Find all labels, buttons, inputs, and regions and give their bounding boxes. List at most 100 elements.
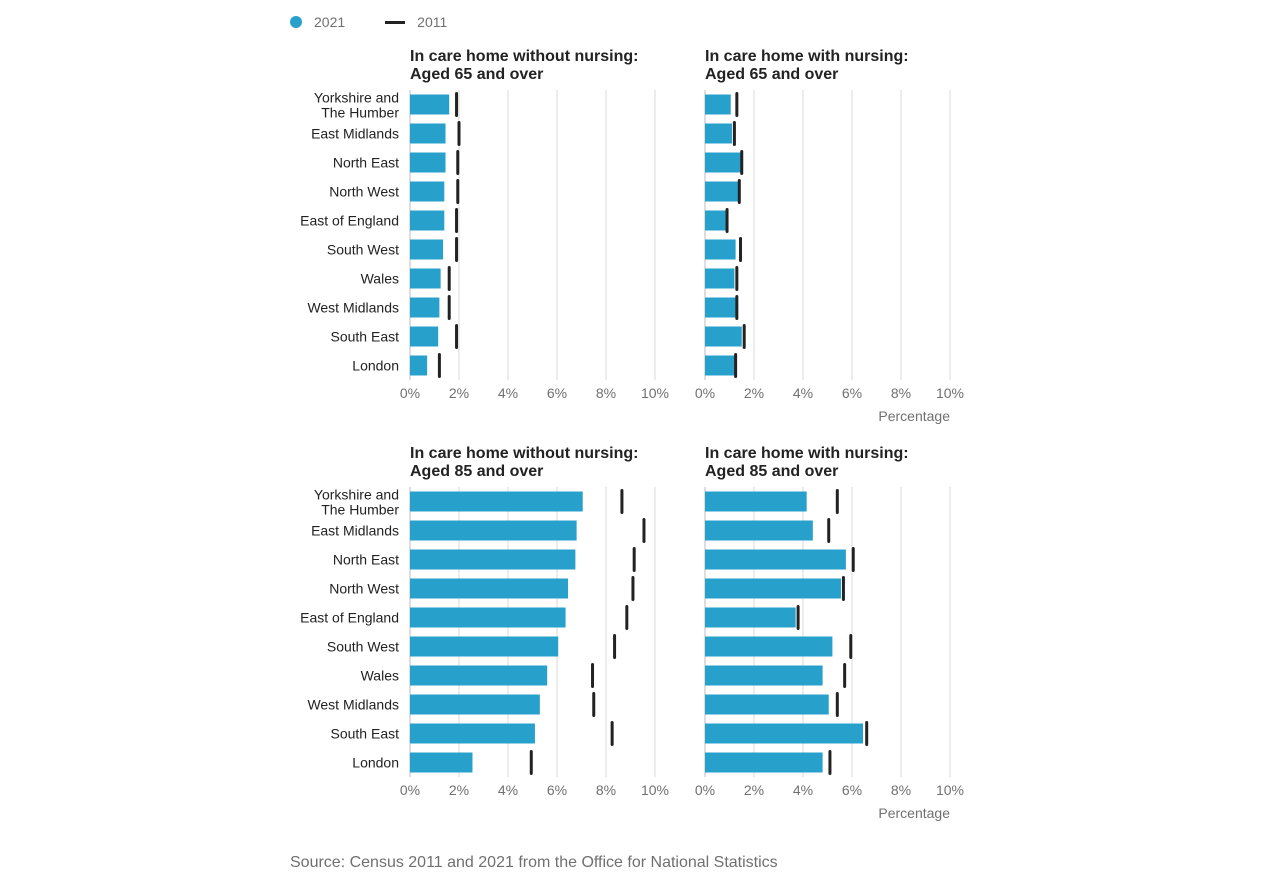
category-label: West Midlands	[307, 697, 399, 713]
x-tick-label: 10%	[641, 385, 669, 401]
bar-2021	[410, 152, 446, 173]
bar-2021	[705, 326, 742, 347]
x-tick-label: 2%	[449, 782, 469, 798]
bar-2021	[705, 694, 829, 715]
chart-panel-1: In care home without nursing:Aged 65 and…	[300, 48, 669, 401]
bar-2021	[705, 210, 728, 231]
panel-title-line-2: Aged 85 and over	[705, 463, 838, 480]
bar-2021	[705, 355, 736, 376]
bar-2021	[410, 578, 569, 599]
panel-title-line-1: In care home without nursing:	[410, 445, 638, 462]
chart-panel-3: In care home without nursing:Aged 85 and…	[300, 445, 669, 798]
bar-2021	[705, 152, 741, 173]
x-tick-label: 0%	[695, 385, 715, 401]
bar-2021	[705, 665, 823, 686]
category-label: Wales	[361, 271, 399, 287]
bar-2021	[410, 181, 445, 202]
category-label: West Midlands	[307, 300, 399, 316]
bar-2021	[410, 607, 566, 628]
category-label: North West	[329, 581, 399, 597]
bar-2021	[705, 578, 841, 599]
chart-panel-2: In care home with nursing:Aged 65 and ov…	[695, 48, 964, 424]
x-tick-label: 2%	[449, 385, 469, 401]
x-tick-label: 2%	[744, 385, 764, 401]
x-tick-label: 8%	[596, 385, 616, 401]
bar-2021	[705, 297, 737, 318]
x-tick-label: 6%	[547, 782, 567, 798]
bar-2021	[410, 239, 444, 260]
bar-2021	[705, 607, 796, 628]
category-label: North West	[329, 184, 399, 200]
category-label: Yorkshire and The Humber	[314, 487, 399, 518]
bar-2021	[410, 94, 450, 115]
x-tick-label: 8%	[891, 782, 911, 798]
category-label: Wales	[361, 668, 399, 684]
chart-panel-4: In care home with nursing:Aged 85 and ov…	[695, 445, 964, 821]
bar-2021	[410, 326, 439, 347]
x-tick-label: 8%	[891, 385, 911, 401]
panel-title-line-2: Aged 65 and over	[705, 66, 838, 83]
x-tick-label: 4%	[498, 782, 518, 798]
panel-title-line-1: In care home with nursing:	[705, 445, 909, 462]
x-tick-label: 0%	[695, 782, 715, 798]
panel-title-line-1: In care home with nursing:	[705, 48, 909, 65]
bar-2021	[410, 636, 559, 657]
x-tick-label: 6%	[842, 782, 862, 798]
category-label: East of England	[300, 610, 399, 626]
x-tick-label: 4%	[793, 782, 813, 798]
bar-2021	[705, 723, 864, 744]
x-tick-label: 6%	[547, 385, 567, 401]
category-label: East Midlands	[311, 126, 399, 142]
x-axis-label: Percentage	[878, 408, 950, 424]
category-label: East of England	[300, 213, 399, 229]
x-tick-label: 10%	[936, 385, 964, 401]
category-label: South West	[327, 242, 399, 258]
bar-2021	[410, 549, 576, 570]
bar-2021	[410, 123, 446, 144]
x-tick-label: 8%	[596, 782, 616, 798]
x-tick-label: 10%	[936, 782, 964, 798]
bar-2021	[410, 297, 440, 318]
bar-2021	[410, 665, 548, 686]
bar-2021	[705, 239, 736, 260]
panel-title-line-1: In care home without nursing:	[410, 48, 638, 65]
legend-item-2011: 2011	[385, 14, 447, 30]
bar-2021	[410, 355, 428, 376]
bar-2021	[410, 210, 445, 231]
x-axis-label: Percentage	[878, 805, 950, 821]
bar-2021	[410, 723, 535, 744]
source-note: Source: Census 2011 and 2021 from the Of…	[290, 854, 778, 871]
bar-2021	[705, 520, 813, 541]
legend-line-icon	[385, 20, 406, 24]
bar-2021	[410, 752, 473, 773]
category-label: South East	[331, 726, 400, 742]
bar-2021	[410, 694, 540, 715]
bar-2021	[705, 491, 807, 512]
bar-2021	[705, 181, 739, 202]
panel-title-line-2: Aged 85 and over	[410, 463, 543, 480]
category-label: East Midlands	[311, 523, 399, 539]
bar-2021	[410, 520, 577, 541]
category-label: North East	[333, 155, 399, 171]
category-label: North East	[333, 552, 399, 568]
legend-label-2021: 2021	[314, 14, 346, 30]
legend-label-2011: 2011	[417, 14, 448, 30]
x-tick-label: 4%	[498, 385, 518, 401]
bar-2021	[410, 268, 441, 289]
legend-dot-icon	[290, 16, 302, 28]
category-label: London	[352, 358, 399, 374]
category-label: South East	[331, 329, 400, 345]
bar-2021	[410, 491, 583, 512]
panel-title-line-2: Aged 65 and over	[410, 66, 543, 83]
bar-2021	[705, 94, 731, 115]
legend: 2021 2011	[290, 14, 487, 30]
x-tick-label: 2%	[744, 782, 764, 798]
category-label: Yorkshire and The Humber	[314, 90, 399, 121]
bar-2021	[705, 636, 833, 657]
bar-2021	[705, 123, 732, 144]
bar-2021	[705, 268, 735, 289]
x-tick-label: 0%	[400, 782, 420, 798]
x-tick-label: 0%	[400, 385, 420, 401]
legend-item-2021: 2021	[290, 14, 345, 30]
